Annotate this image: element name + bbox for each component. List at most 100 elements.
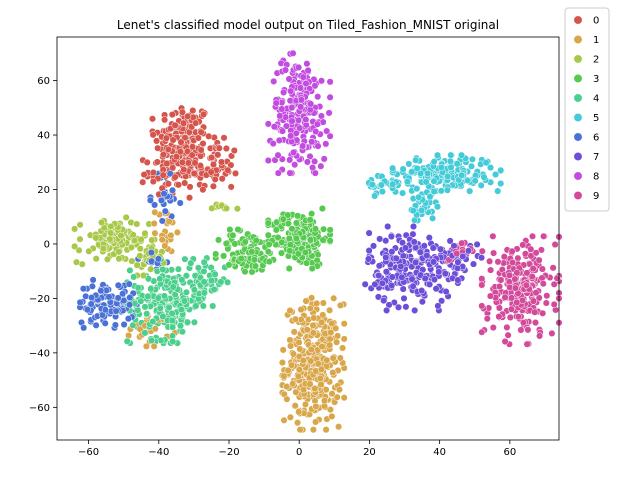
- y-tick-label: 40: [37, 131, 50, 142]
- data-point-class-1: [336, 301, 344, 309]
- data-point-class-4: [210, 285, 218, 293]
- data-point-class-5: [389, 180, 397, 188]
- data-point-class-0: [153, 158, 161, 166]
- data-point-class-8: [297, 103, 305, 111]
- data-point-class-1: [280, 416, 288, 424]
- data-point-class-2: [85, 247, 93, 255]
- data-point-class-1: [329, 354, 337, 362]
- data-point-class-6: [114, 281, 122, 289]
- data-point-class-8: [278, 105, 286, 113]
- data-point-class-6: [111, 321, 119, 329]
- data-point-class-5: [426, 193, 434, 201]
- data-point-class-7: [382, 237, 390, 245]
- data-point-class-9: [497, 276, 505, 284]
- data-point-class-2: [107, 229, 115, 237]
- data-point-class-0: [162, 134, 170, 142]
- data-point-class-1: [142, 342, 150, 350]
- data-point-class-8: [287, 87, 295, 95]
- data-point-class-2: [133, 261, 141, 269]
- data-point-class-7: [435, 268, 443, 276]
- x-axis-ticks: −60 −40 −20 0 20 40 60: [78, 440, 516, 458]
- data-point-class-4: [141, 303, 149, 311]
- data-point-class-2: [136, 245, 144, 253]
- data-point-class-0: [207, 168, 215, 176]
- data-point-class-5: [466, 187, 474, 195]
- data-point-class-8: [314, 93, 322, 101]
- data-point-class-5: [371, 192, 379, 200]
- legend-label-5: 5: [593, 113, 599, 124]
- data-point-class-0: [227, 183, 235, 191]
- data-point-class-0: [188, 151, 196, 159]
- data-point-class-0: [214, 151, 222, 159]
- data-point-class-3: [308, 264, 316, 273]
- data-point-class-0: [164, 180, 172, 188]
- data-point-class-9: [504, 331, 512, 339]
- data-point-class-7: [409, 230, 417, 238]
- data-point-class-0: [154, 144, 162, 152]
- data-point-class-5: [429, 214, 437, 222]
- data-point-class-9: [535, 256, 543, 264]
- data-point-class-6: [97, 287, 105, 295]
- data-point-class-1: [340, 394, 348, 402]
- data-point-class-9: [519, 319, 528, 327]
- data-point-class-1: [173, 228, 181, 236]
- data-point-class-7: [380, 297, 388, 305]
- data-point-class-0: [218, 175, 226, 183]
- data-point-class-4: [208, 277, 216, 285]
- data-point-class-1: [328, 319, 336, 328]
- data-point-class-7: [376, 235, 384, 243]
- data-point-class-7: [408, 275, 416, 283]
- data-point-class-1: [286, 307, 294, 315]
- data-point-class-7: [409, 222, 418, 231]
- data-point-class-9: [540, 232, 548, 240]
- data-point-class-3: [252, 236, 260, 245]
- data-point-class-8: [317, 112, 325, 120]
- data-point-class-3: [278, 238, 286, 246]
- data-point-class-1: [339, 344, 347, 352]
- data-point-class-1: [340, 320, 348, 328]
- data-point-class-7: [442, 288, 450, 296]
- data-point-class-1: [309, 321, 317, 329]
- data-point-class-6: [161, 207, 169, 215]
- data-point-class-7: [429, 244, 437, 252]
- data-point-class-1: [334, 332, 342, 340]
- data-point-class-1: [333, 393, 341, 401]
- legend-label-1: 1: [593, 35, 599, 46]
- data-point-class-9: [550, 300, 558, 308]
- data-point-class-6: [114, 294, 122, 302]
- data-point-class-2: [136, 252, 144, 260]
- data-point-class-0: [188, 143, 197, 151]
- data-point-class-9: [508, 294, 516, 302]
- data-point-class-0: [186, 183, 194, 191]
- data-point-class-7: [469, 260, 478, 268]
- data-point-class-4: [182, 288, 190, 296]
- data-point-class-6: [112, 307, 120, 315]
- data-point-class-9: [522, 281, 530, 289]
- data-point-class-9: [519, 241, 527, 249]
- legend-marker-2: [573, 54, 583, 64]
- data-point-class-4: [177, 306, 185, 314]
- data-point-class-4: [190, 318, 198, 326]
- data-point-class-4: [147, 285, 155, 293]
- data-point-class-9: [458, 239, 466, 247]
- legend-label-3: 3: [593, 74, 599, 85]
- data-point-class-5: [437, 187, 445, 195]
- data-point-class-5: [468, 155, 476, 163]
- data-point-class-3: [225, 261, 233, 269]
- data-point-class-9: [506, 313, 514, 321]
- data-point-class-1: [125, 331, 133, 340]
- legend-marker-0: [573, 15, 583, 25]
- data-point-class-0: [191, 159, 199, 167]
- data-point-class-7: [441, 270, 449, 278]
- data-point-class-3: [265, 240, 273, 248]
- data-point-class-7: [402, 303, 410, 311]
- data-point-class-5: [399, 165, 407, 173]
- data-point-class-1: [287, 342, 295, 350]
- data-point-class-1: [306, 380, 314, 388]
- x-tick-label: −20: [218, 447, 239, 458]
- data-point-class-0: [168, 111, 176, 119]
- data-point-class-1: [150, 342, 158, 350]
- y-tick-label: −60: [29, 403, 50, 414]
- data-point-class-9: [527, 245, 535, 253]
